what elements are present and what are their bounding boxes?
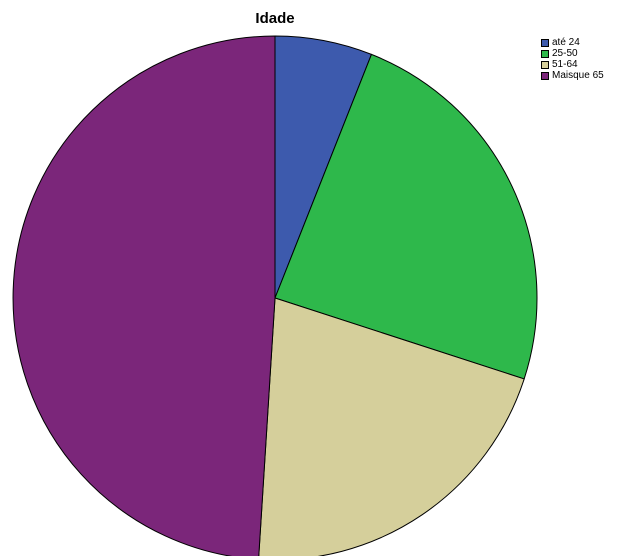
legend-swatch (541, 72, 549, 80)
legend-item: Maisque 65 (541, 71, 604, 81)
legend: até 24 25-50 51-64 Maisque 65 (541, 38, 604, 82)
legend-swatch (541, 61, 549, 69)
legend-swatch (541, 50, 549, 58)
legend-label: 51-64 (552, 59, 578, 70)
legend-item: 51-64 (541, 60, 604, 70)
legend-label: até 24 (552, 37, 580, 48)
legend-swatch (541, 39, 549, 47)
legend-item: até 24 (541, 38, 604, 48)
chart-title: Idade (255, 10, 295, 27)
legend-label: 25-50 (552, 48, 578, 59)
legend-item: 25-50 (541, 49, 604, 59)
legend-label: Maisque 65 (552, 70, 604, 81)
pie-slice-maisque-65 (12, 35, 276, 556)
pie-slice-25-50 (274, 53, 538, 380)
pie-slice-51-64 (258, 297, 525, 556)
